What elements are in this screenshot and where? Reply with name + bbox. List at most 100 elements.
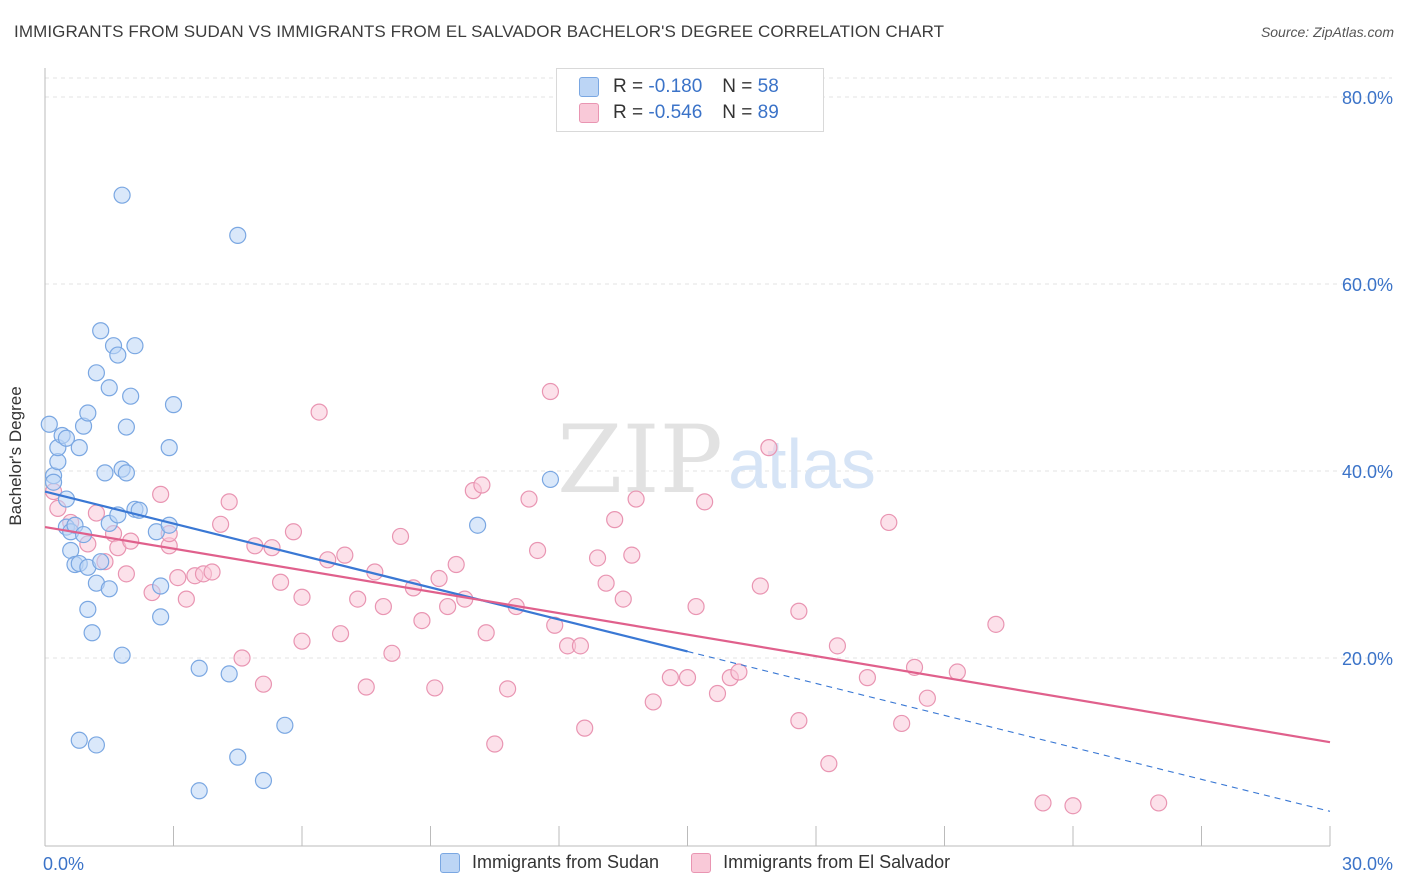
el-salvador-point bbox=[233, 649, 251, 667]
el-salvador-point bbox=[918, 689, 936, 707]
sudan-point bbox=[87, 364, 106, 382]
sudan-point bbox=[117, 418, 135, 436]
sudan-point bbox=[117, 464, 135, 482]
el-salvador-point bbox=[623, 546, 641, 564]
x-tick-label-max: 30.0% bbox=[1342, 854, 1393, 874]
el-salvador-trend-line bbox=[44, 526, 1331, 744]
el-salvador-point bbox=[541, 382, 560, 401]
y-tick-label: 60.0% bbox=[1342, 275, 1393, 295]
el-salvador-point bbox=[546, 616, 564, 634]
el-salvador-point bbox=[220, 493, 238, 511]
sudan-point bbox=[87, 736, 106, 754]
sudan-point bbox=[57, 429, 76, 447]
sudan-trend-extension bbox=[687, 650, 1331, 812]
el-salvador-point bbox=[588, 549, 607, 567]
el-salvador-point bbox=[760, 439, 778, 457]
el-salvador-point bbox=[430, 569, 448, 588]
el-salvador-point bbox=[687, 597, 705, 616]
el-salvador-point bbox=[473, 476, 491, 494]
el-salvador-point bbox=[858, 669, 877, 687]
el-salvador-point bbox=[331, 625, 350, 643]
y-tick-label: 80.0% bbox=[1342, 88, 1393, 108]
el-salvador-point bbox=[177, 590, 195, 608]
grid-lines bbox=[45, 77, 1392, 659]
sudan-point bbox=[122, 387, 140, 405]
sudan-point bbox=[92, 553, 110, 571]
sudan-point bbox=[70, 439, 88, 457]
sudan-point bbox=[113, 186, 131, 204]
legend-swatch-sudan bbox=[440, 852, 460, 873]
el-salvador-point bbox=[987, 615, 1005, 633]
legend-n-label: N = bbox=[722, 102, 753, 123]
x-tick-label-min: 0.0% bbox=[43, 854, 84, 874]
sudan-point bbox=[541, 470, 560, 489]
el-salvador-point bbox=[678, 669, 697, 687]
sudan-point bbox=[96, 464, 114, 482]
el-salvador-point bbox=[117, 565, 135, 583]
sudan-point bbox=[254, 771, 273, 790]
el-salvador-point bbox=[893, 714, 911, 733]
el-salvador-point bbox=[627, 490, 645, 508]
el-salvador-point bbox=[293, 632, 311, 650]
y-tick-label: 40.0% bbox=[1342, 462, 1393, 482]
series-legend: Immigrants from Sudan Immigrants from El… bbox=[440, 852, 982, 873]
y-axis-label: Bachelor's Degree bbox=[6, 386, 25, 526]
el-salvador-point bbox=[439, 597, 457, 616]
el-salvador-point bbox=[357, 678, 375, 696]
el-salvador-point bbox=[383, 644, 401, 662]
el-salvador-point bbox=[576, 719, 594, 737]
sudan-point bbox=[44, 473, 63, 491]
el-salvador-point bbox=[571, 637, 590, 655]
sudan-point bbox=[152, 608, 170, 626]
sudan-point bbox=[164, 396, 183, 414]
el-salvador-point bbox=[1150, 794, 1168, 812]
legend-swatch-el-salvador bbox=[691, 852, 712, 873]
el-salvador-point bbox=[597, 574, 615, 592]
sudan-point bbox=[229, 226, 247, 244]
el-salvador-point bbox=[477, 624, 495, 642]
el-salvador-point bbox=[426, 679, 444, 697]
legend-r-value: -0.180 bbox=[648, 76, 703, 97]
legend-swatch-el-salvador bbox=[579, 103, 599, 123]
sudan-point bbox=[190, 659, 208, 677]
watermark-atlas: atlas bbox=[728, 425, 876, 503]
legend-row-sudan: R = -0.180 N = 58 bbox=[579, 75, 779, 99]
legend-label-el-salvador: Immigrants from El Salvador bbox=[723, 852, 951, 872]
sudan-point bbox=[100, 580, 118, 598]
el-salvador-point bbox=[790, 602, 808, 620]
sudan-point bbox=[160, 516, 178, 534]
el-salvador-point bbox=[708, 684, 727, 703]
el-salvador-point bbox=[1064, 797, 1082, 815]
legend-r-label: R = bbox=[613, 76, 644, 97]
sudan-point bbox=[83, 624, 101, 642]
sudan-point bbox=[70, 731, 88, 749]
legend-n-value: 58 bbox=[757, 76, 779, 97]
sudan-point bbox=[79, 404, 97, 422]
legend-r-label: R = bbox=[613, 102, 644, 123]
legend-n-label: N = bbox=[722, 76, 753, 97]
trend-lines bbox=[44, 490, 1331, 812]
correlation-legend: R = -0.180 N = 58 R = -0.546 N = 89 bbox=[556, 68, 824, 132]
el-salvador-point bbox=[336, 546, 354, 564]
el-salvador-point bbox=[880, 513, 898, 532]
sudan-point bbox=[469, 516, 487, 534]
legend-row-el-salvador: R = -0.546 N = 89 bbox=[579, 101, 779, 125]
chart-title: IMMIGRANTS FROM SUDAN VS IMMIGRANTS FROM… bbox=[14, 22, 945, 41]
sudan-point bbox=[109, 346, 127, 364]
el-salvador-point bbox=[948, 663, 966, 681]
legend-n-value: 89 bbox=[757, 102, 779, 123]
el-salvador-point bbox=[696, 493, 714, 511]
el-salvador-point bbox=[606, 511, 624, 529]
sudan-point bbox=[152, 577, 170, 595]
el-salvador-point bbox=[203, 563, 221, 581]
series-sudan-points bbox=[40, 186, 560, 800]
el-salvador-point bbox=[310, 403, 328, 421]
el-salvador-point bbox=[661, 669, 679, 687]
sudan-point bbox=[126, 337, 144, 355]
el-salvador-point bbox=[271, 573, 290, 591]
tick-labels: 20.0% 40.0% 60.0% 80.0% 0.0% 30.0% bbox=[43, 88, 1393, 874]
el-salvador-point bbox=[528, 541, 547, 560]
el-salvador-point bbox=[391, 527, 410, 546]
el-salvador-point bbox=[413, 611, 431, 630]
el-salvador-point bbox=[730, 663, 748, 681]
